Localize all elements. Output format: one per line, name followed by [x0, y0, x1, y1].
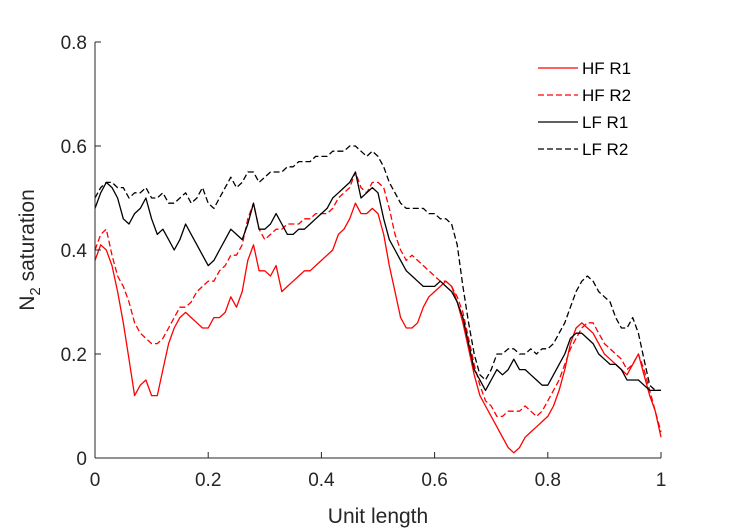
plot-area	[95, 42, 661, 458]
y-axis-title-subscript: 2	[27, 287, 44, 295]
series-layer	[94, 145, 662, 454]
x-tick-label: 0	[90, 470, 101, 491]
series-line-hf-r2	[94, 171, 662, 433]
legend-label: HF R1	[582, 59, 631, 78]
series-line-hf-r1	[94, 202, 662, 454]
y-tick-label: 0.6	[61, 137, 87, 158]
legend-label: HF R2	[582, 86, 631, 105]
x-tick-label: 0.6	[421, 470, 447, 491]
x-axis-title: Unit length	[328, 505, 428, 528]
x-tick-label: 0.8	[535, 470, 561, 491]
y-tick-label: 0.4	[61, 241, 88, 262]
legend-label: LF R1	[582, 113, 628, 132]
x-ticks: 0 0.2 0.4 0.6 0.8 1	[90, 452, 667, 491]
y-axis-title: N2 saturation	[16, 189, 44, 311]
y-ticks: 0 0.2 0.4 0.6 0.8	[61, 33, 101, 470]
legend-label: LF R2	[582, 140, 628, 159]
y-tick-label: 0	[76, 449, 87, 470]
x-tick-label: 0.4	[308, 470, 335, 491]
y-tick-label: 0.2	[61, 345, 87, 366]
y-tick-label: 0.8	[61, 33, 87, 54]
y-axis-title-rest: saturation	[16, 189, 39, 287]
x-tick-label: 1	[656, 470, 667, 491]
series-line-lf-r2	[94, 145, 661, 392]
x-tick-label: 0.2	[195, 470, 221, 491]
series-line-lf-r1	[94, 171, 661, 392]
legend: HF R1 HF R2 LF R1 LF R2	[538, 59, 631, 159]
y-axis-title-main: N	[16, 296, 39, 311]
